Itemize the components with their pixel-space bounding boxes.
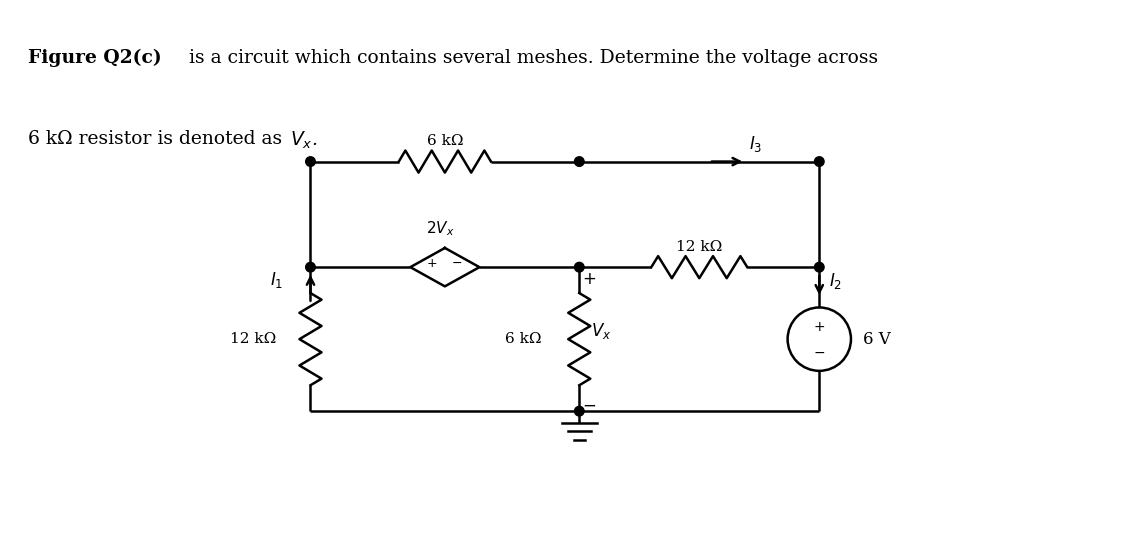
- Text: 12 kΩ: 12 kΩ: [677, 240, 723, 254]
- Text: $V_x$: $V_x$: [591, 321, 611, 341]
- Text: $I_2$: $I_2$: [828, 270, 842, 291]
- Circle shape: [306, 157, 315, 166]
- Text: −: −: [582, 397, 596, 415]
- Text: 6 kΩ: 6 kΩ: [506, 332, 542, 346]
- Circle shape: [815, 157, 824, 166]
- Text: −: −: [452, 257, 463, 270]
- Text: is a circuit which contains several meshes. Determine the voltage across: is a circuit which contains several mesh…: [183, 49, 878, 67]
- Text: +: +: [582, 270, 596, 288]
- Text: $I_3$: $I_3$: [750, 134, 762, 154]
- Text: $2V_x$: $2V_x$: [426, 220, 454, 238]
- Circle shape: [306, 262, 315, 272]
- Text: 6 kΩ: 6 kΩ: [427, 134, 463, 148]
- Circle shape: [574, 157, 584, 166]
- Text: +: +: [814, 320, 825, 334]
- Text: 6 V: 6 V: [863, 331, 891, 347]
- Circle shape: [574, 406, 584, 416]
- Text: $V_x$.: $V_x$.: [290, 130, 317, 151]
- Text: 6 kΩ resistor is denoted as: 6 kΩ resistor is denoted as: [28, 130, 288, 148]
- Text: Figure Q2(c): Figure Q2(c): [28, 49, 162, 67]
- Circle shape: [815, 262, 824, 272]
- Text: $I_1$: $I_1$: [270, 269, 283, 289]
- Circle shape: [574, 262, 584, 272]
- Text: −: −: [814, 346, 825, 359]
- Text: +: +: [426, 257, 437, 270]
- Text: 12 kΩ: 12 kΩ: [229, 332, 277, 346]
